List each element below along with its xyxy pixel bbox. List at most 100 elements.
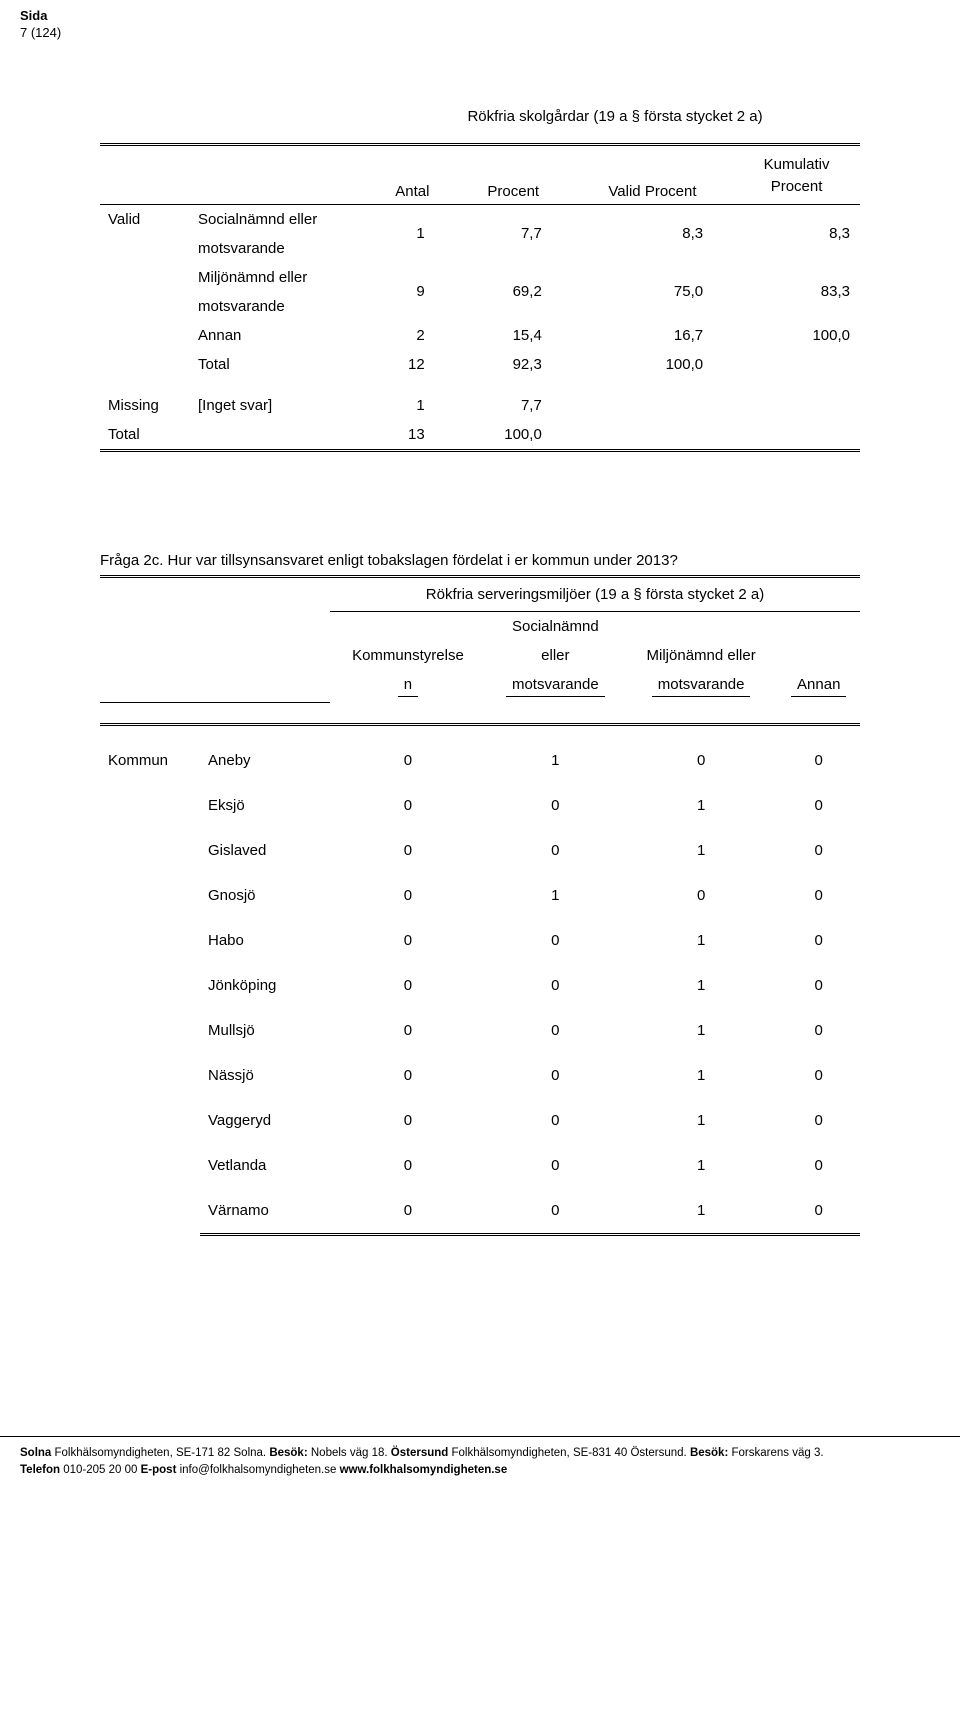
t1-total-procent: 100,0	[455, 420, 572, 451]
table-row: Värnamo0010	[100, 1188, 860, 1235]
t1-r3-antal: 12	[370, 350, 455, 379]
t2-cell: 0	[486, 828, 625, 873]
t1-r2-procent: 15,4	[455, 321, 572, 350]
page-footer: Solna Folkhälsomyndigheten, SE-171 82 So…	[0, 1436, 960, 1492]
t2-cell: 0	[330, 873, 486, 918]
t1-r3-label1: Total	[190, 350, 370, 379]
t1-r1-kum: 83,3	[733, 263, 860, 321]
t2-cell: 0	[777, 1143, 860, 1188]
t2-row-name: Nässjö	[200, 1053, 330, 1098]
footer-t3: Folkhälsomyndigheten, SE-831 40 Östersun…	[448, 1447, 690, 1459]
table-row: Jönköping0010	[100, 963, 860, 1008]
t2-cell: 0	[330, 828, 486, 873]
table-row: Vaggeryd0010	[100, 1098, 860, 1143]
t1-total-antal: 13	[370, 420, 455, 451]
t1-r0-label2: motsvarande	[190, 234, 370, 263]
footer-b2: Besök:	[269, 1447, 307, 1459]
t2-cell: 1	[625, 1188, 778, 1235]
t2-cell: 0	[330, 918, 486, 963]
t2-cell: 1	[625, 1053, 778, 1098]
t1-r1-procent: 69,2	[455, 263, 572, 321]
footer-t4: Forskarens väg 3.	[728, 1447, 823, 1459]
col-valid-procent: Valid Procent	[572, 173, 733, 205]
t2-row-name: Jönköping	[200, 963, 330, 1008]
t1-r0-procent: 7,7	[455, 204, 572, 263]
table-row: Gnosjö0100	[100, 873, 860, 918]
t2-col1-l2: eller	[486, 641, 625, 670]
t2-row-name: Vaggeryd	[200, 1098, 330, 1143]
t2-col1-l3: motsvarande	[506, 676, 605, 697]
t2-cell: 1	[625, 828, 778, 873]
col-antal: Antal	[370, 173, 455, 205]
t2-row-name: Värnamo	[200, 1188, 330, 1235]
t2-cell: 1	[625, 1098, 778, 1143]
t2-cell: 1	[625, 918, 778, 963]
footer-t2: Nobels väg 18.	[308, 1447, 391, 1459]
table-rokfria-serveringsmiljoer: Rökfria serveringsmiljöer (19 a § första…	[100, 578, 860, 1237]
page-header-value: 7 (124)	[20, 25, 61, 40]
t2-row-name: Mullsjö	[200, 1008, 330, 1053]
t2-row-name: Vetlanda	[200, 1143, 330, 1188]
footer-b6: E-post	[141, 1464, 177, 1476]
t2-cell: 0	[330, 1098, 486, 1143]
t1-r1-valid: 75,0	[572, 263, 733, 321]
table2-subtitle: Rökfria serveringsmiljöer (19 a § första…	[330, 578, 860, 612]
t2-cell: 0	[777, 1053, 860, 1098]
question-2c: Fråga 2c. Hur var tillsynsansvaret enlig…	[100, 552, 860, 569]
t2-col2-l1: Miljönämnd eller	[625, 641, 778, 670]
t2-cell: 0	[486, 963, 625, 1008]
t2-cell: 0	[330, 725, 486, 784]
t2-cell: 0	[486, 918, 625, 963]
t2-cell: 0	[330, 1053, 486, 1098]
t1-r1-label2: motsvarande	[190, 292, 370, 321]
t2-cell: 0	[486, 1098, 625, 1143]
t2-cell: 0	[330, 963, 486, 1008]
t1-missing-antal: 1	[370, 391, 455, 420]
t2-cell: 0	[486, 783, 625, 828]
page-header: Sida 7 (124)	[0, 0, 960, 42]
t2-col1-l1: Socialnämnd	[486, 611, 625, 641]
page-header-label: Sida	[20, 8, 47, 23]
t1-r3-valid: 100,0	[572, 350, 733, 379]
t2-cell: 0	[330, 1143, 486, 1188]
t1-r2-valid: 16,7	[572, 321, 733, 350]
table-row: KommunAneby0100	[100, 725, 860, 784]
t2-cell: 0	[625, 873, 778, 918]
t1-r0-kum: 8,3	[733, 204, 860, 263]
t1-r2-label1: Annan	[190, 321, 370, 350]
footer-b7: www.folkhalsomyndigheten.se	[340, 1464, 508, 1476]
footer-line-2: Telefon 010-205 20 00 E-post info@folkha…	[20, 1462, 940, 1479]
t2-cell: 0	[777, 918, 860, 963]
t1-missing-procent: 7,7	[455, 391, 572, 420]
t2-cell: 0	[777, 873, 860, 918]
table-row: Mullsjö0010	[100, 1008, 860, 1053]
t2-col3-l1: Annan	[791, 676, 846, 697]
t2-cell: 0	[330, 1008, 486, 1053]
t2-cell: 0	[330, 1188, 486, 1235]
t1-r2-antal: 2	[370, 321, 455, 350]
t2-cell: 0	[777, 783, 860, 828]
table1-title: Rökfria skolgårdar (19 a § första stycke…	[370, 102, 860, 145]
col-procent: Procent	[455, 173, 572, 205]
t2-cell: 0	[625, 725, 778, 784]
col-kumulativ-top: Kumulativ	[733, 144, 860, 173]
t2-cell: 0	[330, 783, 486, 828]
footer-t5: 010-205 20 00	[60, 1464, 141, 1476]
t1-r3-procent: 92,3	[455, 350, 572, 379]
t1-r3-kum	[733, 350, 860, 379]
stub-missing: Missing	[100, 391, 190, 420]
table-row: Gislaved0010	[100, 828, 860, 873]
t2-cell: 0	[777, 1098, 860, 1143]
t2-col0-l1: Kommunstyrelse	[330, 641, 486, 670]
t1-missing-label: [Inget svar]	[190, 391, 370, 420]
t1-r1-label1: Miljönämnd eller	[190, 263, 370, 292]
t1-r2-kum: 100,0	[733, 321, 860, 350]
content-area: Rökfria skolgårdar (19 a § första stycke…	[0, 42, 960, 1277]
t2-cell: 0	[777, 828, 860, 873]
t2-stub-group: Kommun	[100, 725, 200, 1235]
t2-cell: 0	[486, 1053, 625, 1098]
t2-row-name: Gnosjö	[200, 873, 330, 918]
stub-total: Total	[100, 420, 190, 451]
t1-r1-antal: 9	[370, 263, 455, 321]
t2-cell: 1	[625, 963, 778, 1008]
